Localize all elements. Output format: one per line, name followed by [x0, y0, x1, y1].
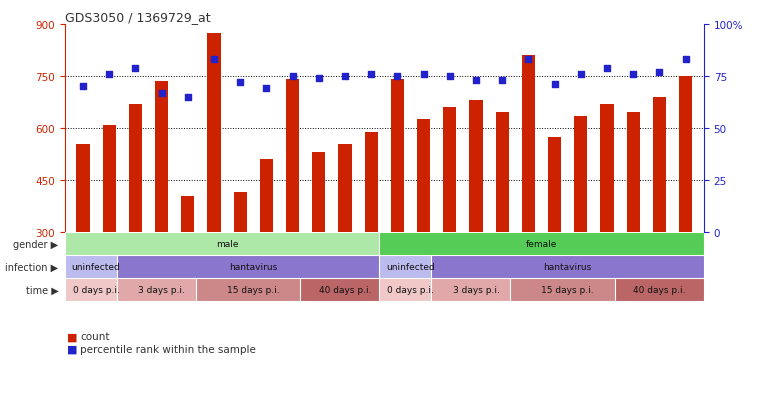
- Text: 40 days p.i.: 40 days p.i.: [633, 285, 686, 294]
- Point: [260, 86, 272, 93]
- Bar: [431, 279, 521, 301]
- Point: [470, 78, 482, 84]
- Point: [155, 90, 167, 97]
- Bar: [208, 33, 221, 233]
- Bar: [417, 120, 430, 233]
- Point: [444, 74, 456, 80]
- Bar: [117, 279, 206, 301]
- Text: 3 days p.i.: 3 days p.i.: [453, 285, 499, 294]
- Bar: [129, 104, 142, 233]
- Text: male: male: [216, 240, 238, 249]
- Bar: [76, 145, 90, 233]
- Bar: [181, 197, 194, 233]
- Text: uninfected: uninfected: [72, 263, 120, 272]
- Text: infection ▶: infection ▶: [5, 262, 59, 272]
- Text: 0 days p.i.: 0 days p.i.: [73, 285, 119, 294]
- Point: [418, 71, 430, 78]
- Point: [103, 71, 116, 78]
- Bar: [626, 113, 640, 233]
- Point: [234, 80, 247, 86]
- Bar: [575, 116, 587, 233]
- Point: [391, 74, 403, 80]
- Text: ■: ■: [67, 332, 78, 342]
- Text: 15 days p.i.: 15 days p.i.: [541, 285, 594, 294]
- Text: 40 days p.i.: 40 days p.i.: [319, 285, 371, 294]
- Point: [680, 57, 692, 64]
- Bar: [103, 126, 116, 233]
- Text: 15 days p.i.: 15 days p.i.: [227, 285, 279, 294]
- Bar: [470, 101, 482, 233]
- Bar: [600, 104, 613, 233]
- Text: gender ▶: gender ▶: [13, 239, 59, 249]
- Bar: [431, 256, 704, 279]
- Text: count: count: [80, 332, 110, 342]
- Bar: [339, 145, 352, 233]
- Bar: [379, 233, 704, 256]
- Bar: [443, 108, 457, 233]
- Point: [522, 57, 534, 64]
- Point: [287, 74, 299, 80]
- Bar: [379, 279, 442, 301]
- Bar: [286, 80, 299, 233]
- Point: [496, 78, 508, 84]
- Bar: [391, 80, 404, 233]
- Bar: [312, 153, 326, 233]
- Text: female: female: [526, 240, 557, 249]
- Bar: [234, 193, 247, 233]
- Bar: [65, 233, 390, 256]
- Point: [129, 65, 142, 72]
- Text: uninfected: uninfected: [386, 263, 435, 272]
- Point: [339, 74, 351, 80]
- Bar: [65, 279, 128, 301]
- Bar: [260, 160, 273, 233]
- Point: [77, 84, 89, 90]
- Point: [182, 94, 194, 101]
- Text: 0 days p.i.: 0 days p.i.: [387, 285, 434, 294]
- Text: hantavirus: hantavirus: [229, 263, 278, 272]
- Point: [208, 57, 220, 64]
- Point: [601, 65, 613, 72]
- Point: [549, 82, 561, 88]
- Point: [365, 71, 377, 78]
- Point: [653, 69, 665, 76]
- Bar: [117, 256, 390, 279]
- Text: GDS3050 / 1369729_at: GDS3050 / 1369729_at: [65, 11, 210, 24]
- Point: [627, 71, 639, 78]
- Bar: [365, 132, 377, 233]
- Bar: [510, 279, 626, 301]
- Bar: [495, 113, 509, 233]
- Bar: [196, 279, 311, 301]
- Bar: [301, 279, 390, 301]
- Text: 3 days p.i.: 3 days p.i.: [139, 285, 185, 294]
- Text: hantavirus: hantavirus: [543, 263, 592, 272]
- Bar: [548, 138, 561, 233]
- Bar: [522, 56, 535, 233]
- Text: percentile rank within the sample: percentile rank within the sample: [80, 344, 256, 354]
- Bar: [679, 77, 693, 233]
- Bar: [379, 256, 442, 279]
- Point: [575, 71, 587, 78]
- Text: ■: ■: [67, 344, 78, 354]
- Bar: [65, 256, 128, 279]
- Bar: [155, 82, 168, 233]
- Bar: [615, 279, 704, 301]
- Bar: [653, 97, 666, 233]
- Point: [313, 76, 325, 82]
- Text: time ▶: time ▶: [26, 285, 59, 295]
